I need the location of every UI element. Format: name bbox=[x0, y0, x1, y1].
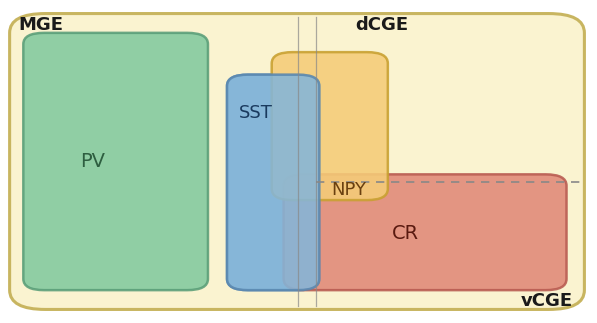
Text: MGE: MGE bbox=[19, 16, 63, 34]
Text: vCGE: vCGE bbox=[521, 292, 573, 310]
FancyBboxPatch shape bbox=[272, 52, 388, 200]
Text: CR: CR bbox=[392, 224, 419, 243]
Text: PV: PV bbox=[81, 152, 106, 171]
Text: dCGE: dCGE bbox=[355, 16, 408, 34]
Text: SST: SST bbox=[239, 104, 273, 122]
FancyBboxPatch shape bbox=[284, 174, 567, 290]
FancyBboxPatch shape bbox=[10, 14, 584, 309]
FancyBboxPatch shape bbox=[227, 75, 319, 290]
Text: NPY: NPY bbox=[331, 182, 366, 199]
FancyBboxPatch shape bbox=[23, 33, 208, 290]
FancyBboxPatch shape bbox=[227, 75, 319, 290]
